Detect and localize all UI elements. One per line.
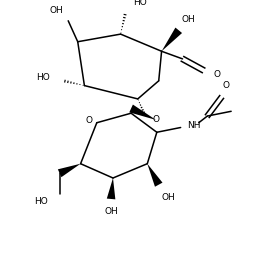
Text: OH: OH	[181, 15, 195, 24]
Polygon shape	[161, 28, 182, 51]
Text: O: O	[152, 115, 159, 124]
Text: HO: HO	[133, 0, 147, 7]
Text: NH: NH	[187, 121, 201, 130]
Polygon shape	[147, 164, 163, 187]
Polygon shape	[129, 105, 156, 120]
Polygon shape	[58, 164, 81, 177]
Text: OH: OH	[50, 6, 64, 15]
Text: OH: OH	[104, 207, 118, 216]
Text: O: O	[213, 70, 220, 79]
Text: OH: OH	[161, 192, 175, 202]
Text: O: O	[223, 81, 230, 90]
Text: HO: HO	[34, 197, 47, 206]
Text: HO: HO	[36, 74, 50, 82]
Polygon shape	[107, 178, 115, 199]
Text: O: O	[86, 116, 93, 125]
